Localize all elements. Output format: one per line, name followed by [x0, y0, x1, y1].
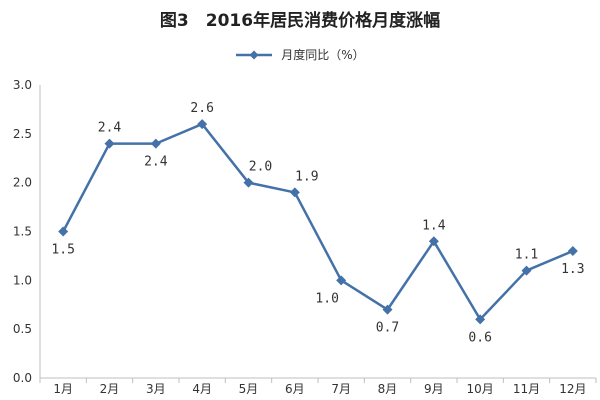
data-point-marker [475, 314, 486, 325]
data-point-marker [104, 138, 115, 149]
x-tick-label: 9月 [424, 382, 444, 396]
data-label: 2.6 [190, 101, 213, 116]
x-tick-label: 5月 [239, 382, 259, 396]
chart-title: 图3 2016年居民消费价格月度涨幅 [159, 11, 441, 31]
x-tick-label: 3月 [146, 382, 166, 396]
data-label: 1.9 [295, 169, 318, 184]
y-tick-label: 3.0 [13, 78, 32, 92]
data-point-marker [243, 177, 254, 188]
data-label: 0.6 [468, 330, 491, 345]
data-point-marker [289, 187, 300, 198]
data-point-marker [150, 138, 161, 149]
data-label: 2.0 [249, 160, 272, 175]
data-point-marker [521, 265, 532, 276]
series-line-group [62, 122, 574, 321]
x-tick-label: 4月 [192, 382, 212, 396]
data-labels: 1.5 2.4 2.4 2.6 2.0 1.9 1.0 0.7 1.4 0.6 1.1 1.3 [51, 101, 584, 345]
y-axis-tick-labels: 0.0 0.5 1.0 1.5 2.0 2.5 3.0 [13, 78, 32, 385]
x-tick-label: 7月 [331, 382, 351, 396]
data-label: 1.0 [315, 291, 338, 306]
legend: 月度同比（%） [0, 46, 600, 63]
chart-axes [39, 85, 596, 379]
y-tick-label: 1.5 [13, 225, 32, 239]
data-point-marker [428, 236, 439, 247]
data-label: 1.1 [515, 248, 538, 263]
data-label: 1.5 [51, 243, 74, 258]
x-tick-label: 1月 [53, 382, 73, 396]
data-markers [58, 119, 578, 325]
data-point-marker [567, 246, 578, 257]
x-tick-label: 8月 [378, 382, 398, 396]
series-line [62, 122, 574, 321]
data-label: 0.7 [376, 321, 399, 336]
x-tick-label: 10月 [467, 382, 494, 396]
y-tick-label: 2.5 [13, 127, 32, 141]
y-tick-label: 0.0 [13, 371, 32, 385]
data-point-marker [382, 304, 393, 315]
data-label: 2.4 [98, 121, 122, 136]
x-axis-tick-labels: 1月 2月 3月 4月 5月 6月 7月 8月 9月 10月 11月 12月 [39, 378, 597, 396]
x-tick-label: 6月 [285, 382, 305, 396]
x-tick-label: 11月 [513, 382, 540, 396]
data-label: 1.4 [422, 218, 446, 233]
legend-label: 月度同比（%） [281, 48, 365, 62]
data-point-marker [58, 226, 69, 237]
y-tick-label: 0.5 [13, 322, 32, 336]
data-point-marker [336, 275, 347, 286]
x-tick-label: 12月 [559, 382, 586, 396]
data-point-marker [197, 119, 208, 130]
x-tick-label: 2月 [100, 382, 120, 396]
data-label: 2.4 [144, 155, 168, 170]
legend-line-diamond-icon [236, 50, 273, 59]
y-tick-label: 1.0 [13, 273, 32, 287]
y-tick-label: 2.0 [13, 176, 32, 190]
data-label: 1.3 [561, 262, 584, 277]
